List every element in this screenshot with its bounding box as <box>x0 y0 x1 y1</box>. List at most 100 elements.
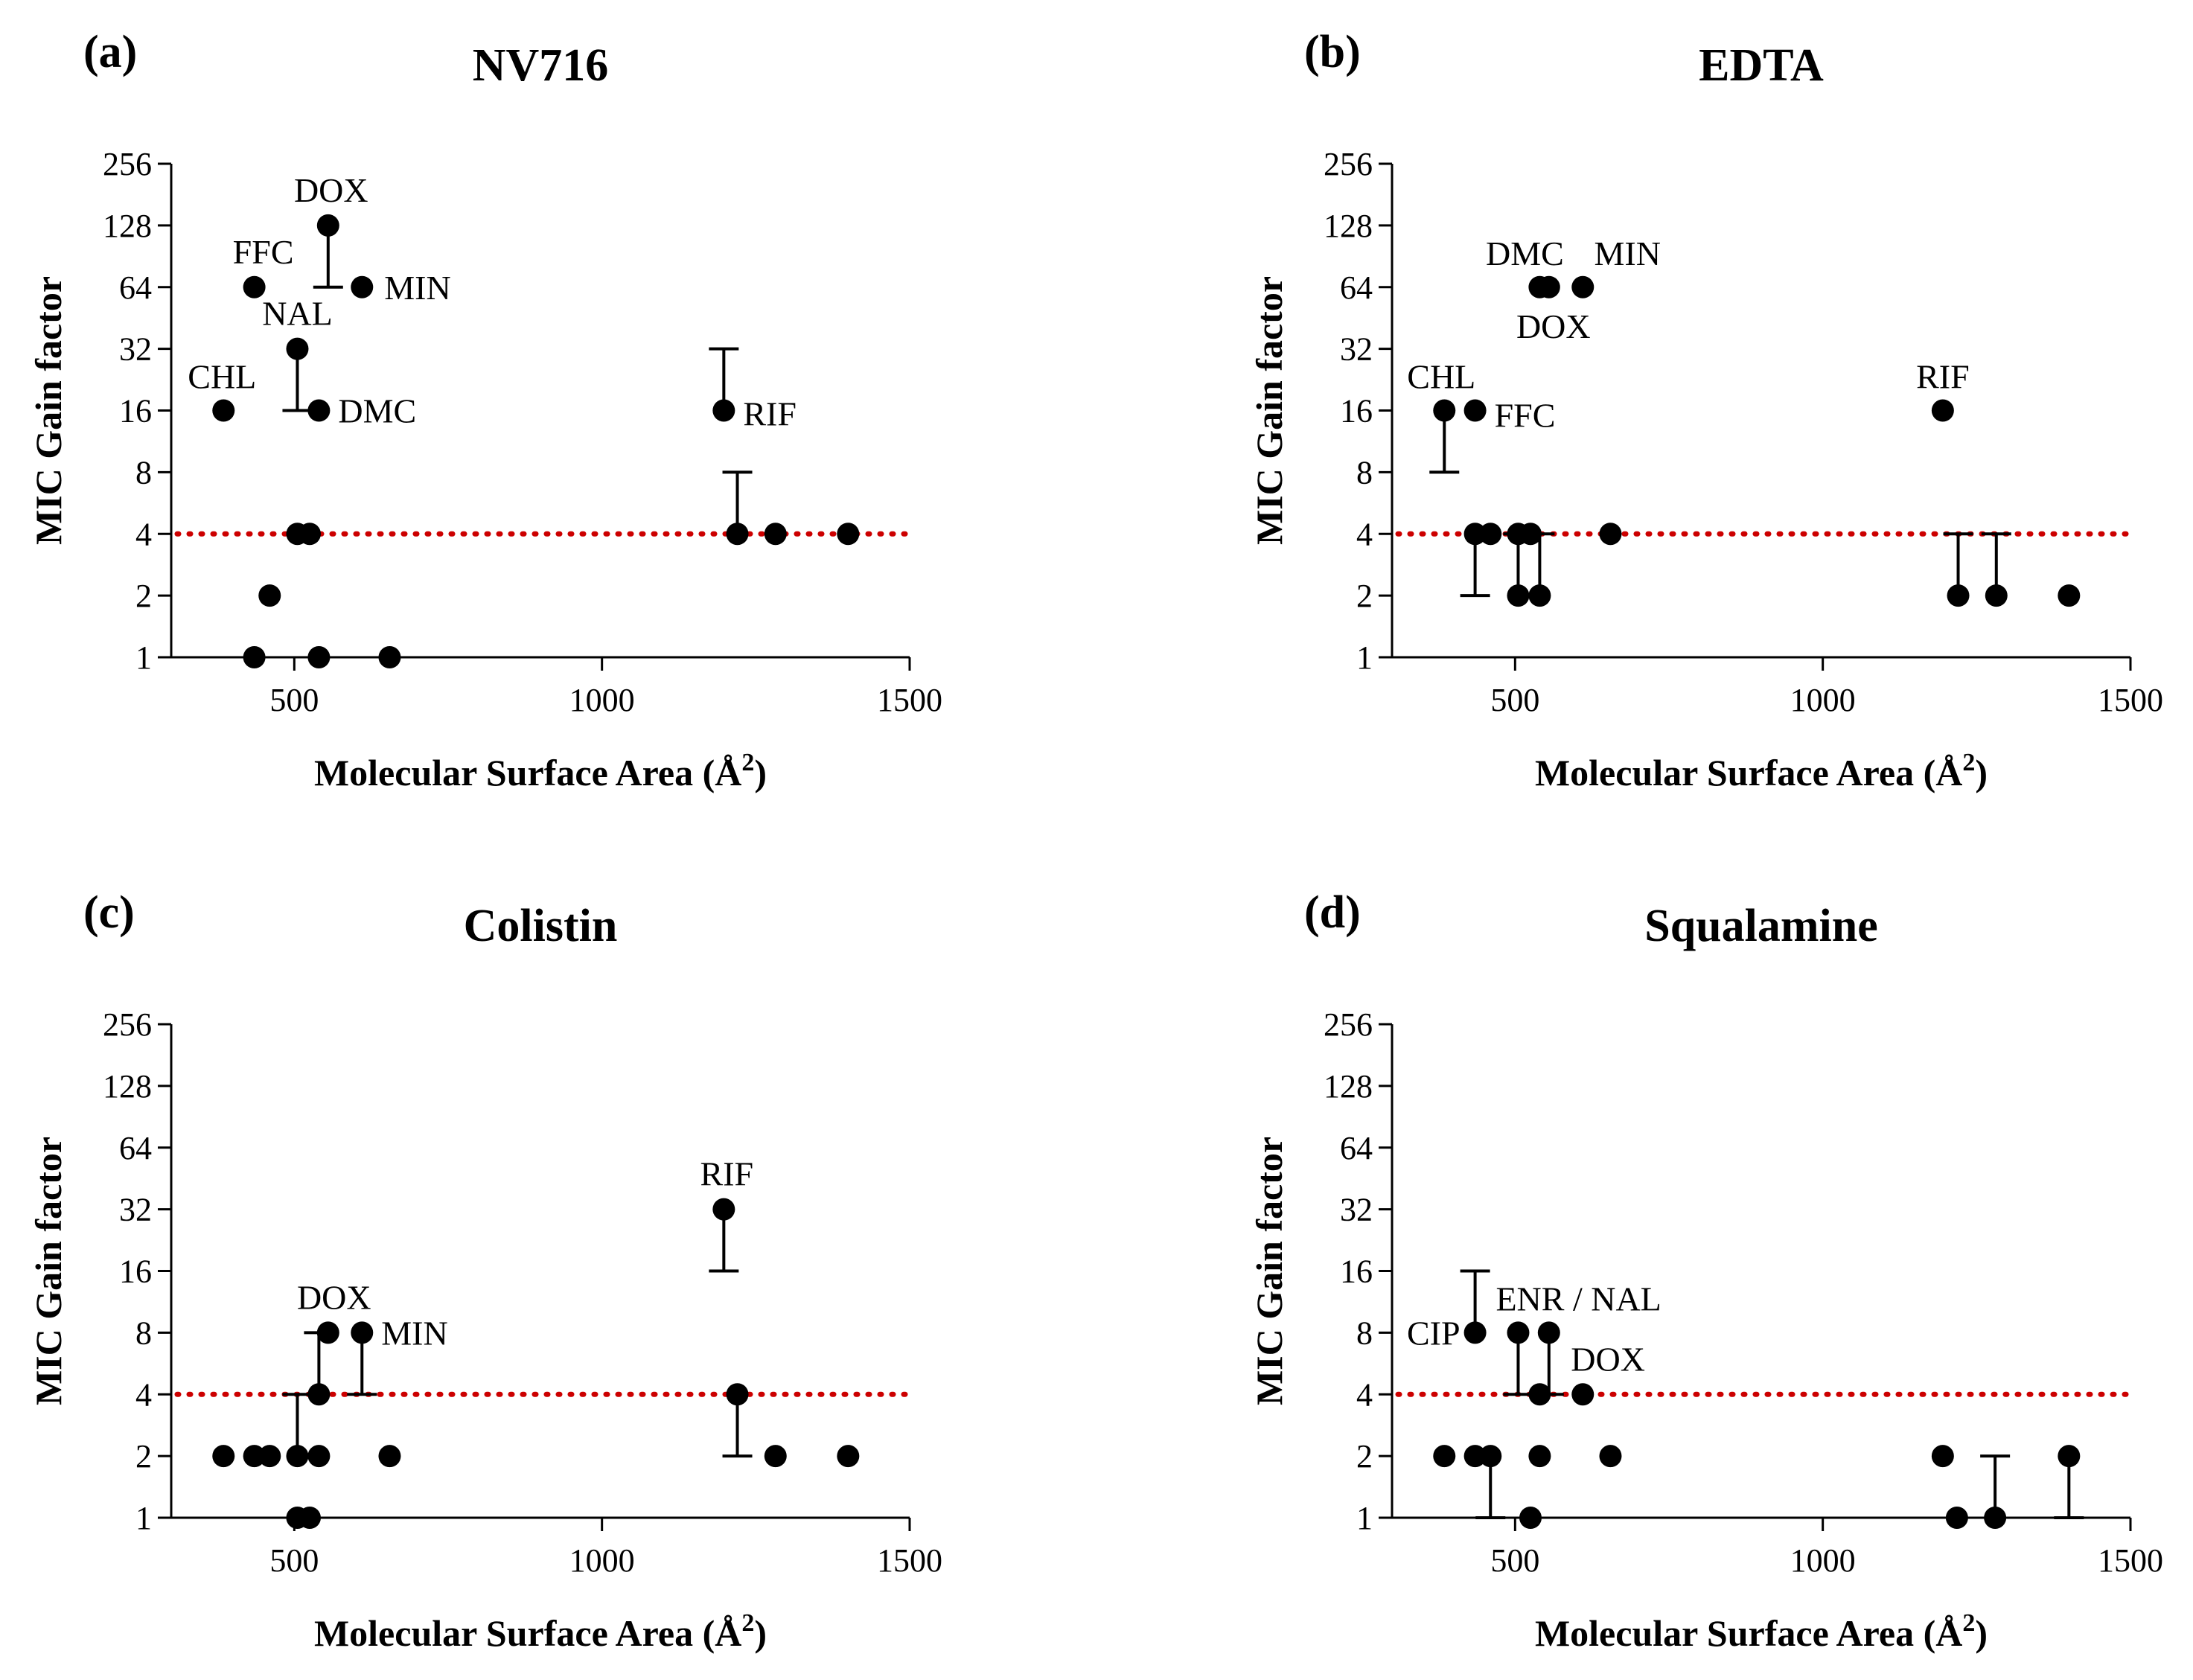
panel-letter: (b) <box>1304 27 1361 77</box>
data-point <box>1985 584 2008 607</box>
y-tick-label: 32 <box>1340 331 1373 368</box>
data-label: DMC <box>1486 234 1564 272</box>
data-point <box>1931 399 1954 422</box>
data-label: DOX <box>294 171 368 209</box>
data-point <box>378 1445 401 1468</box>
data-point <box>299 523 321 546</box>
y-axis-title: MIC Gain factor <box>28 276 69 545</box>
panel-3: (c) Colistin 1 2 4 8 16 32 64 128 256 500 1000 1500 Mo… <box>28 887 942 1654</box>
y-tick-label: 8 <box>1356 454 1373 491</box>
data-point <box>258 584 281 607</box>
data-point <box>378 646 401 668</box>
data-point <box>1433 399 1456 422</box>
y-tick-label: 256 <box>1324 146 1373 182</box>
y-tick-label: 32 <box>119 1192 152 1228</box>
data-point <box>726 523 749 546</box>
data-label: DMC <box>338 392 416 430</box>
y-tick-label: 4 <box>135 516 152 552</box>
y-tick-label: 128 <box>1324 1068 1373 1105</box>
data-point <box>837 1445 860 1468</box>
panel-1: (a) NV716 1 2 4 8 16 32 64 128 256 500 1000 1500 Molec… <box>28 27 942 793</box>
panel-letter: (d) <box>1304 887 1361 938</box>
data-point <box>351 275 374 298</box>
y-tick-label: 64 <box>119 1130 152 1166</box>
y-tick-label: 8 <box>1356 1315 1373 1351</box>
data-point <box>212 399 235 422</box>
data-point <box>307 1445 331 1468</box>
data-point <box>2058 1445 2081 1468</box>
data-label: CHL <box>1407 358 1475 396</box>
y-tick-label: 2 <box>135 1438 152 1475</box>
data-label: RIF <box>700 1155 754 1193</box>
data-label: FFC <box>233 233 294 271</box>
x-tick-label: 500 <box>1490 1542 1539 1579</box>
data-point <box>837 523 860 546</box>
y-tick-label: 1 <box>135 639 152 676</box>
chart-title: NV716 <box>473 40 609 91</box>
x-axis-title: Molecular Surface Area (Å2) <box>314 749 767 793</box>
x-tick-label: 500 <box>269 682 319 718</box>
panel-2: (b) EDTA 1 2 4 8 16 32 64 128 256 500 1000 1500 Molecu… <box>1248 27 2163 793</box>
y-tick-label: 8 <box>135 454 152 491</box>
data-label: DOX <box>1516 307 1591 345</box>
x-tick-label: 1500 <box>877 682 942 718</box>
chart-title: EDTA <box>1699 40 1824 91</box>
data-point <box>243 275 266 298</box>
data-point <box>1463 523 1487 546</box>
y-tick-label: 32 <box>119 331 152 368</box>
y-tick-label: 4 <box>1356 1376 1373 1413</box>
x-axis-title: Molecular Surface Area (Å2) <box>1535 1609 1988 1654</box>
data-point <box>243 1445 266 1468</box>
data-point <box>307 399 331 422</box>
chart-title: Colistin <box>464 901 618 951</box>
data-point <box>316 214 339 237</box>
data-point <box>1463 1321 1487 1344</box>
x-axis-title: Molecular Surface Area (Å2) <box>1535 749 1988 793</box>
y-tick-label: 256 <box>103 146 152 182</box>
data-label: MIN <box>384 269 450 307</box>
data-point <box>1537 275 1560 298</box>
y-tick-label: 1 <box>135 1500 152 1536</box>
data-point <box>1528 1445 1551 1468</box>
data-point <box>1931 1445 1954 1468</box>
data-point <box>1947 584 1970 607</box>
data-point <box>764 1445 787 1468</box>
y-tick-label: 256 <box>103 1006 152 1043</box>
y-axis-title: MIC Gain factor <box>28 1137 69 1405</box>
data-point <box>1528 1383 1551 1406</box>
x-axis-title: Molecular Surface Area (Å2) <box>314 1609 767 1654</box>
x-tick-label: 1500 <box>2098 682 2163 718</box>
data-label: FFC <box>1495 397 1556 435</box>
y-tick-label: 128 <box>103 1068 152 1105</box>
y-tick-label: 32 <box>1340 1192 1373 1228</box>
y-tick-label: 8 <box>135 1315 152 1351</box>
data-point <box>1599 1445 1622 1468</box>
data-point <box>1984 1507 2007 1529</box>
y-tick-label: 2 <box>1356 578 1373 614</box>
y-tick-label: 16 <box>119 393 152 429</box>
data-point <box>1528 584 1551 607</box>
y-tick-label: 16 <box>1340 393 1373 429</box>
data-point <box>764 523 787 546</box>
data-point <box>1519 1507 1542 1529</box>
data-label: CIP <box>1407 1314 1461 1352</box>
data-point <box>243 646 266 668</box>
y-tick-label: 128 <box>103 208 152 244</box>
y-tick-label: 4 <box>1356 516 1373 552</box>
y-tick-label: 2 <box>1356 1438 1373 1475</box>
x-tick-label: 1500 <box>2098 1542 2163 1579</box>
data-point <box>1537 1321 1560 1344</box>
x-tick-label: 500 <box>269 1542 319 1579</box>
data-point <box>2058 584 2081 607</box>
data-label: MIN <box>381 1314 447 1352</box>
data-point <box>286 337 309 360</box>
data-label: DOX <box>297 1278 371 1316</box>
panel-4: (d) Squalamine 1 2 4 8 16 32 64 128 256 500 1000 1500… <box>1248 887 2163 1654</box>
data-point <box>212 1445 235 1468</box>
data-label: CHL <box>188 358 256 396</box>
data-point <box>1507 584 1530 607</box>
y-tick-label: 2 <box>135 578 152 614</box>
data-point <box>299 1507 321 1529</box>
x-tick-label: 1000 <box>569 682 635 718</box>
